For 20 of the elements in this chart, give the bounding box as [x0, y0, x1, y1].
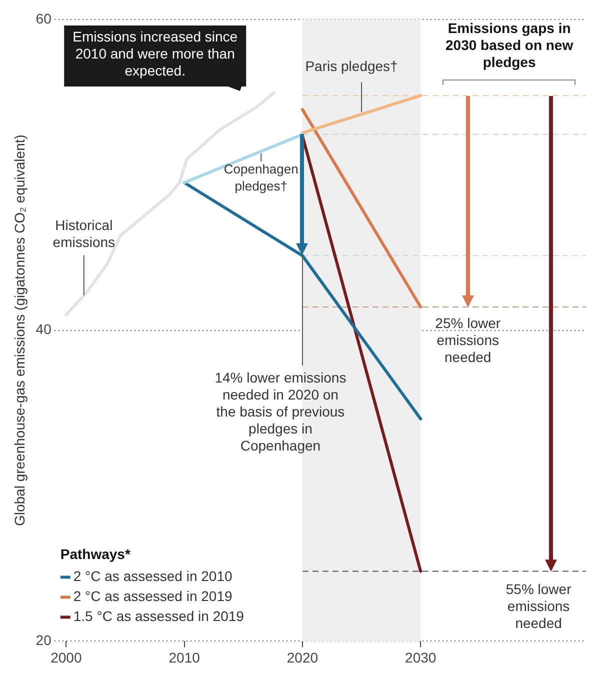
legend-label: 1.5 °C as assessed in 2019 [73, 608, 244, 624]
annotation: 25% lower emissions needed [435, 314, 501, 365]
legend-label: 2 °C as assessed in 2010 [73, 568, 232, 584]
y-tick-label: 20 [36, 632, 52, 648]
x-tick-label: 2020 [286, 649, 318, 666]
x-tick-label: 2030 [405, 649, 436, 666]
y-tick-label: 60 [36, 10, 52, 26]
annotation: Historical emissions [52, 217, 116, 250]
y-tick-label: 40 [36, 321, 52, 338]
annotation: Copenhagen pledges† [224, 162, 298, 194]
legend-title: Pathways* [60, 546, 131, 562]
text: Emissions gaps in 2030 based on new pledges [446, 20, 574, 70]
legend-label: 2 °C as assessed in 2019 [73, 588, 232, 604]
annotation: 55% lower emissions needed [506, 581, 572, 632]
x-tick-label: 2010 [168, 649, 200, 666]
y-axis-title: Global greenhouse-gas emissions (gigatonnes CO₂ equivalent) [11, 134, 28, 526]
x-tick-label: 2000 [50, 649, 82, 666]
annotation: Emissions increased since 2010 and were more than expected. [72, 28, 238, 78]
annotation: Paris pledges† [305, 58, 398, 74]
annotation: 14% lower emissions needed in 2020 on the basis of previous pledges in Copenhagen [214, 370, 346, 454]
